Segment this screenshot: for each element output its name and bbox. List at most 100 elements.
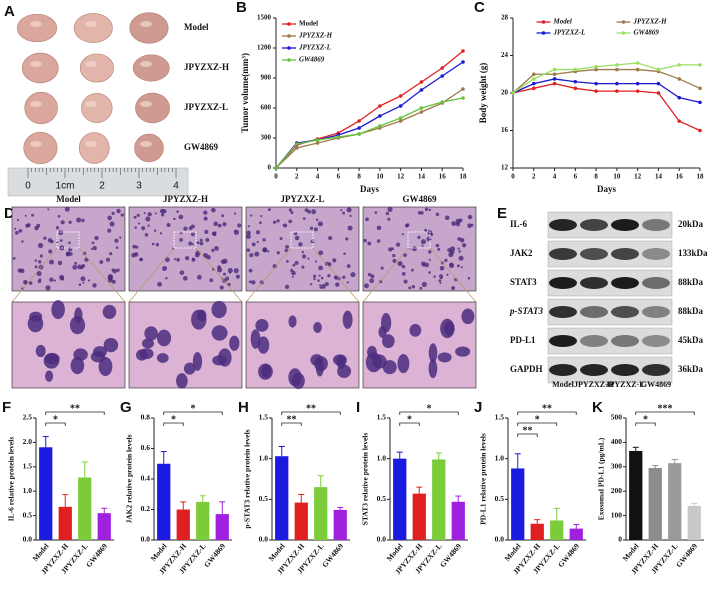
cell-nucleus (273, 220, 277, 224)
cell-nucleus (173, 217, 176, 221)
cell-nucleus (137, 222, 140, 225)
cell-nucleus (293, 232, 298, 236)
blot-band (611, 364, 639, 376)
significance-bracket (399, 411, 459, 415)
cell-nucleus (218, 348, 232, 367)
cell-nucleus (421, 281, 427, 288)
cell-nucleus (255, 318, 269, 332)
cell-nucleus (438, 279, 442, 282)
cell-nucleus (461, 308, 475, 325)
cell-nucleus (18, 228, 23, 233)
data-point (656, 81, 661, 86)
cell-nucleus (156, 353, 169, 364)
bar (39, 447, 53, 540)
cell-nucleus (365, 217, 369, 222)
data-point (461, 49, 465, 53)
data-point (615, 81, 619, 86)
x-tick-label: 4 (316, 173, 320, 181)
data-point (573, 67, 578, 72)
significance-bracket (163, 422, 184, 426)
y-tick-label: 0.0 (259, 535, 269, 544)
legend-marker (287, 22, 291, 26)
cell-nucleus (233, 229, 240, 235)
cell-nucleus (174, 258, 177, 261)
cell-nucleus (188, 241, 193, 246)
protein-label: p-STAT3 (509, 306, 544, 316)
cell-nucleus (290, 268, 294, 273)
y-tick-label: 2.0 (23, 437, 33, 446)
cell-nucleus (288, 315, 297, 328)
cell-nucleus (111, 211, 115, 215)
cell-nucleus (342, 275, 346, 279)
cell-nucleus (467, 276, 471, 280)
cell-nucleus (391, 247, 394, 251)
y-tick-label: 0.0 (141, 535, 151, 544)
cell-nucleus (385, 211, 390, 216)
cell-nucleus (147, 224, 150, 227)
cell-nucleus (55, 226, 60, 230)
cell-nucleus (91, 241, 95, 245)
cell-nucleus (428, 258, 431, 261)
cell-nucleus (424, 207, 429, 211)
cell-nucleus (76, 217, 82, 223)
cell-nucleus (90, 247, 93, 250)
cell-nucleus (376, 225, 382, 231)
cell-nucleus (74, 307, 83, 324)
cell-nucleus (159, 208, 165, 214)
data-point (440, 74, 445, 78)
size-label: 45kDa (678, 335, 704, 345)
cell-nucleus (176, 373, 188, 389)
data-point (440, 66, 445, 70)
cell-nucleus (401, 233, 405, 236)
bar (58, 506, 72, 540)
bar (432, 459, 446, 540)
cell-nucleus (374, 211, 378, 214)
y-tick-label: 600 (261, 104, 272, 112)
cell-nucleus (285, 245, 289, 249)
cell-nucleus (428, 271, 431, 274)
cell-nucleus (203, 210, 208, 215)
data-point (552, 67, 557, 72)
cell-nucleus (455, 346, 471, 357)
data-point (594, 67, 598, 72)
cell-nucleus (45, 285, 51, 291)
legend-marker (287, 34, 291, 38)
cell-nucleus (196, 274, 202, 280)
cell-nucleus (388, 247, 393, 252)
cell-nucleus (184, 256, 190, 261)
y-tick-label: 1.0 (495, 453, 505, 462)
cell-nucleus (262, 238, 266, 242)
legend-marker (287, 46, 291, 50)
cell-nucleus (346, 281, 349, 284)
x-axis-label: Days (597, 184, 616, 194)
y-tick-label: 0.0 (495, 535, 505, 544)
y-tick-label: 500 (611, 413, 623, 422)
blot-band (642, 248, 670, 260)
bar (333, 509, 347, 540)
panel-letter: G (120, 399, 132, 416)
cell-nucleus (190, 232, 195, 237)
x-tick-label: 8 (594, 173, 598, 181)
data-point (461, 60, 465, 64)
cell-nucleus (424, 228, 428, 232)
blot-band (580, 306, 608, 318)
cell-nucleus (335, 282, 340, 287)
data-point (419, 106, 424, 110)
data-point (315, 141, 320, 145)
cell-nucleus (401, 272, 406, 276)
cell-nucleus (392, 253, 396, 258)
y-axis-label: Body weight (g) (478, 63, 488, 124)
cell-nucleus (346, 264, 351, 268)
cell-nucleus (250, 214, 253, 217)
significance-label: * (643, 414, 648, 425)
cell-nucleus (12, 256, 16, 260)
cell-nucleus (190, 224, 195, 229)
cell-nucleus (60, 220, 65, 225)
cell-nucleus (235, 274, 241, 279)
cell-nucleus (211, 207, 216, 213)
cell-nucleus (408, 286, 412, 290)
cell-nucleus (276, 219, 280, 223)
cell-nucleus (107, 274, 113, 280)
series-line (512, 82, 701, 132)
cell-nucleus (347, 225, 353, 231)
